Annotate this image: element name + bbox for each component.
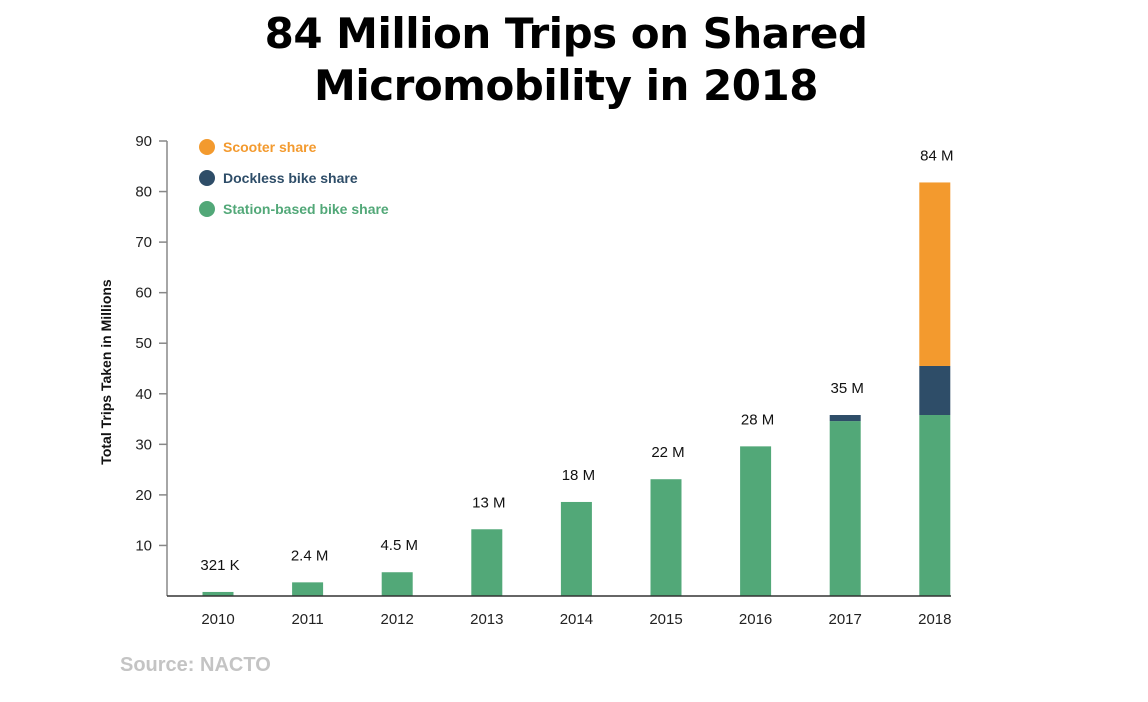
bar-2018-dockless-bike-share xyxy=(919,365,951,416)
data-label: 4.5 M xyxy=(380,537,418,554)
source-note: Source: NACTO xyxy=(120,654,271,676)
legend-item: Scooter share xyxy=(199,139,317,155)
x-tick-label: 2014 xyxy=(560,611,593,628)
data-label: 22 M xyxy=(651,444,684,461)
legend-label: Dockless bike share xyxy=(223,170,358,186)
x-tick-label: 2010 xyxy=(201,611,234,628)
y-tick-label: 40 xyxy=(135,386,152,403)
bar-2017-station-based-bike-share xyxy=(829,421,861,596)
legend-label: Station-based bike share xyxy=(223,201,389,217)
legend-item: Dockless bike share xyxy=(199,170,358,186)
legend-swatch-icon xyxy=(199,170,215,186)
data-label: 84 M xyxy=(920,147,953,164)
y-tick-label: 90 xyxy=(135,133,152,150)
x-tick-label: 2012 xyxy=(381,611,414,628)
x-tick-label: 2017 xyxy=(829,611,862,628)
x-tick-label: 2015 xyxy=(649,611,682,628)
bar-2017-dockless-bike-share xyxy=(829,415,861,422)
bar-2011-station-based-bike-share xyxy=(292,582,324,596)
chart-title: 84 Million Trips on Shared Micromobility… xyxy=(0,8,1132,112)
legend-swatch-icon xyxy=(199,139,215,155)
bars xyxy=(202,182,951,596)
x-axis: 2010 2011 2012 2013 2014 2015 2016 2017 2018 xyxy=(167,595,951,628)
bar-2012-station-based-bike-share xyxy=(381,572,413,596)
bar-2013-station-based-bike-share xyxy=(471,529,503,596)
y-axis: 10 20 30 40 50 60 70 80 90 xyxy=(135,133,168,596)
bar-2014-station-based-bike-share xyxy=(560,501,592,596)
legend-label: Scooter share xyxy=(223,139,317,155)
y-tick-label: 70 xyxy=(135,234,152,251)
y-tick-label: 80 xyxy=(135,184,152,201)
legend-swatch-icon xyxy=(199,201,215,217)
data-label: 13 M xyxy=(472,494,505,511)
x-tick-label: 2018 xyxy=(918,611,951,628)
y-tick-label: 10 xyxy=(135,537,152,554)
bar-2015-station-based-bike-share xyxy=(650,479,682,596)
bar-2018-station-based-bike-share xyxy=(919,415,951,596)
y-tick-label: 20 xyxy=(135,487,152,504)
y-axis-label: Total Trips Taken in Millions xyxy=(98,279,114,465)
chart-title-line-2: Micromobility in 2018 xyxy=(314,61,818,110)
bar-2018-scooter-share xyxy=(919,182,951,366)
legend-item: Station-based bike share xyxy=(199,201,389,217)
data-label: 28 M xyxy=(741,411,774,428)
x-tick-label: 2011 xyxy=(291,611,323,628)
data-label: 2.4 M xyxy=(291,547,329,564)
bar-2016-station-based-bike-share xyxy=(740,446,772,596)
data-labels: 321 K 2.4 M 4.5 M 13 M 18 M 22 M 28 M 35 M 84 M xyxy=(200,147,953,574)
x-tick-label: 2016 xyxy=(739,611,772,628)
data-label: 18 M xyxy=(562,467,595,484)
data-label: 321 K xyxy=(200,557,239,574)
y-tick-label: 50 xyxy=(135,335,152,352)
chart-title-line-1: 84 Million Trips on Shared xyxy=(264,9,868,58)
x-tick-label: 2013 xyxy=(470,611,503,628)
data-label: 35 M xyxy=(831,380,864,397)
bar-2010-station-based-bike-share xyxy=(202,591,234,596)
legend: Scooter share Dockless bike share Station-… xyxy=(199,139,389,217)
y-tick-label: 30 xyxy=(135,436,152,453)
y-tick-label: 60 xyxy=(135,285,152,302)
